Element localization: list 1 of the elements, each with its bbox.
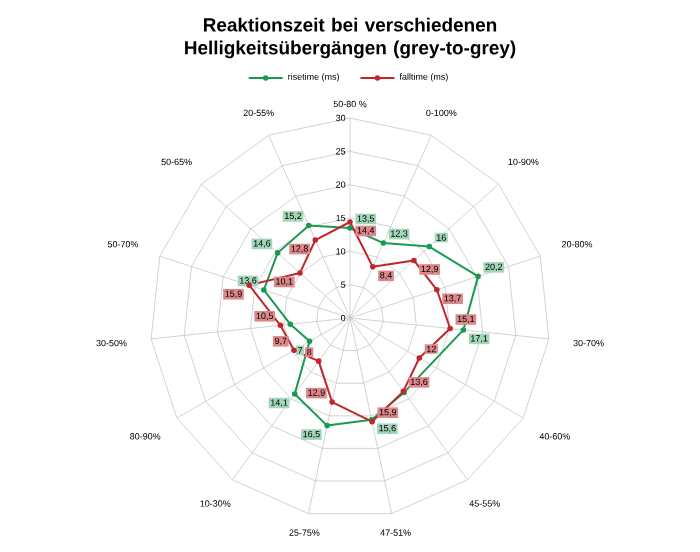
- chart-title: Reaktionszeit bei verschiedenen Helligkeitsübergängen (grey-to-grey): [185, 17, 516, 59]
